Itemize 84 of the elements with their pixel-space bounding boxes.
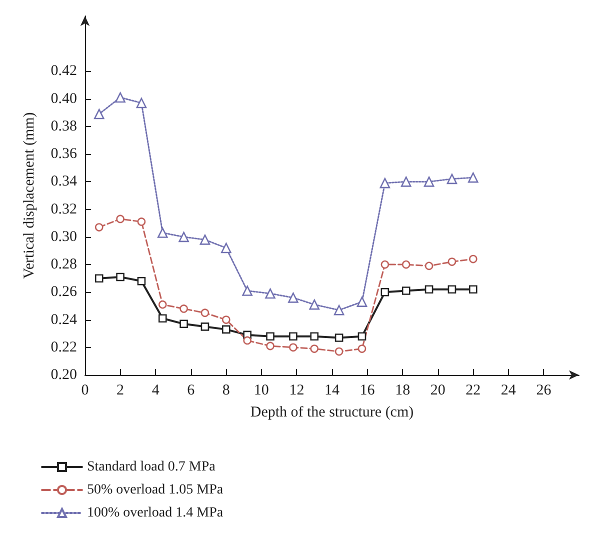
point [310, 332, 319, 340]
y-tick-label: 0.28 [50, 256, 77, 273]
point [116, 272, 124, 282]
point [220, 242, 232, 254]
point [116, 214, 124, 224]
y-tick-label: 0.36 [50, 146, 78, 162]
point [180, 304, 188, 313]
point [334, 334, 344, 342]
point [200, 234, 210, 245]
y-tick-label: 0.26 [50, 284, 78, 300]
point [94, 274, 104, 282]
point [137, 218, 146, 226]
point [380, 288, 390, 296]
legend-label: 100% overload 1.4 MPa [87, 506, 224, 520]
point [380, 260, 390, 269]
y-tick-label: 0.32 [50, 201, 77, 218]
point [266, 342, 274, 350]
x-tick-label: 8 [222, 382, 230, 398]
point [136, 98, 147, 108]
point [200, 322, 210, 331]
y-tick-label: 0.38 [50, 118, 77, 134]
point [424, 285, 434, 294]
point [178, 232, 189, 242]
point [289, 343, 298, 352]
point [424, 262, 434, 270]
point [180, 320, 188, 328]
point [334, 304, 344, 316]
y-tick-label: 0.24 [50, 312, 78, 328]
point [400, 176, 412, 187]
point [158, 300, 167, 309]
point [309, 299, 320, 310]
point [243, 336, 252, 345]
y-axis-title: Vertical displacement (mm) [22, 112, 38, 279]
x-tick-label: 14 [324, 382, 340, 398]
point [469, 254, 478, 264]
point [289, 332, 298, 340]
point [402, 286, 410, 295]
point [157, 228, 168, 238]
point [242, 286, 252, 296]
point [288, 292, 298, 303]
x-tick-label: 16 [360, 382, 376, 398]
point [94, 223, 104, 232]
point [402, 260, 410, 269]
point [158, 314, 167, 323]
point [356, 296, 368, 307]
y-tick-label: 0.34 [50, 174, 78, 190]
y-tick-label: 0.20 [50, 367, 77, 383]
x-tick-label: 20 [430, 382, 446, 398]
point [424, 176, 434, 187]
point [448, 258, 456, 266]
x-tick-label: 24 [500, 382, 516, 398]
y-tick-label: 0.42 [50, 63, 77, 80]
point [115, 92, 126, 103]
point [222, 325, 230, 334]
y-tick-label: 0.22 [50, 339, 77, 356]
y-tick-label: 0.40 [50, 90, 77, 107]
point [468, 172, 478, 183]
x-tick-label: 26 [536, 382, 552, 398]
x-tick-label: 18 [395, 382, 410, 398]
point [446, 174, 458, 184]
legend-label: Standard load 0.7 MPa [87, 460, 216, 474]
x-tick-label: 4 [152, 382, 160, 398]
x-tick-label: 6 [187, 382, 196, 398]
x-axis-title: Depth of the structure (cm) [250, 404, 414, 420]
point [380, 178, 390, 188]
point [468, 285, 478, 294]
x-tick-label: 22 [466, 382, 481, 398]
x-tick-label: 10 [254, 382, 269, 398]
point [358, 344, 366, 353]
point [334, 347, 344, 356]
point [448, 285, 456, 294]
point [94, 108, 104, 120]
x-tick-label: 0 [81, 382, 89, 398]
point [310, 344, 319, 353]
point [358, 332, 366, 340]
point [137, 276, 146, 286]
legend-label: 50% overload 1.05 MPa [87, 482, 224, 498]
point [222, 316, 230, 324]
point [266, 332, 274, 340]
y-tick-label: 0.30 [50, 228, 77, 245]
point [265, 288, 276, 299]
x-tick-label: 2 [116, 382, 124, 398]
x-tick-label: 12 [289, 382, 304, 398]
point [200, 308, 210, 318]
